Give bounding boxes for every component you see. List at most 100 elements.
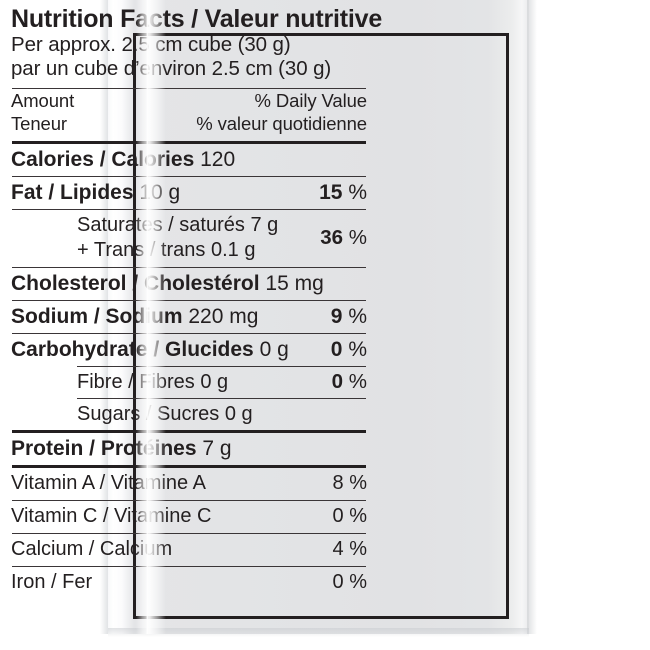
percent-symbol-fat: %: [348, 181, 367, 204]
nutrient-dv-calcium: 4 %: [333, 538, 367, 561]
column-header-english: Amount % Daily Value: [11, 89, 367, 112]
nutrient-label-fibre: Fibre / Fibres 0 g: [11, 370, 228, 394]
separator-below-carbohydrate: [77, 366, 366, 367]
nutrient-value-protein: 7 g: [202, 437, 232, 460]
nutrient-dv-value-fat: 15: [319, 181, 343, 204]
percent-symbol-calcium: %: [349, 538, 367, 560]
separator-below-fibre: [77, 398, 366, 399]
separator-below-cholesterol: [12, 300, 366, 301]
percent-symbol-carbohydrate: %: [348, 338, 367, 361]
separator-below-calcium: [12, 566, 366, 567]
percent-symbol-saturates-trans: %: [348, 226, 367, 249]
separator-below-protein: [12, 465, 366, 468]
nutrient-name-fat: Fat / Lipides: [11, 181, 134, 204]
nutrient-row-sugars: Sugars / Sucres 0 g: [11, 399, 367, 430]
nutrient-row-carbohydrate: Carbohydrate / Glucides 0 g 0 %: [11, 334, 367, 366]
nutrient-value-fat: 10 g: [139, 181, 181, 204]
nutrition-facts-title: Nutrition Facts / Valeur nutritive: [11, 5, 383, 33]
nutrition-facts-content: Nutrition Facts / Valeur nutritive Per a…: [11, 5, 383, 593]
column-header-french: Teneur % valeur quotidienne: [11, 112, 367, 135]
separator-below-vitamin-a: [12, 500, 366, 501]
column-header-dv-en: % Daily Value: [254, 90, 368, 111]
nutrient-dv-carbohydrate: 0 %: [331, 338, 367, 361]
nutrient-row-sodium: Sodium / Sodium 220 mg 9 %: [11, 301, 367, 333]
nutrient-name-sodium: Sodium / Sodium: [11, 305, 183, 328]
nutrient-row-calcium: Calcium / Calcium 4 %: [11, 534, 367, 566]
column-header-amount-fr: Teneur: [11, 113, 67, 134]
nutrient-label-calcium: Calcium / Calcium: [11, 538, 173, 560]
separator-below-fat: [12, 209, 366, 210]
nutrient-dv-value-vitamin-c: 0: [332, 505, 344, 527]
nutrient-name-saturates: Saturates / saturés: [77, 214, 245, 236]
nutrient-label-protein: Protein / Protéines 7 g: [11, 437, 232, 460]
serving-size-english: Per approx. 2.5 cm cube (30 g): [11, 33, 291, 56]
separator-below-vitamin-c: [12, 533, 366, 534]
nutrient-value-fibre: 0 g: [200, 371, 229, 393]
nutrient-dv-value-vitamin-a: 8: [332, 472, 344, 494]
nutrient-label-sodium: Sodium / Sodium 220 mg: [11, 305, 258, 328]
nutrient-value-sodium: 220 mg: [188, 305, 259, 328]
nutrient-name-cholesterol: Cholesterol / Cholestérol: [11, 272, 260, 295]
nutrient-row-fibre: Fibre / Fibres 0 g 0 %: [11, 367, 367, 398]
nutrient-dv-saturates-trans: 36 %: [320, 226, 367, 250]
nutrient-label-vitamin-a: Vitamin A / Vitamine A: [11, 472, 206, 494]
nutrient-dv-vitamin-c: 0 %: [333, 505, 367, 528]
nutrient-label-trans: + Trans / trans 0.1 g: [77, 238, 278, 263]
nutrient-dv-value-sodium: 9: [330, 305, 343, 328]
nutrient-value-sugars: 0 g: [224, 403, 253, 425]
nutrient-dv-fibre: 0 %: [332, 370, 367, 394]
nutrient-value-carbohydrate: 0 g: [259, 338, 289, 361]
nutrient-label-sugars: Sugars / Sucres 0 g: [11, 402, 253, 426]
percent-symbol-vitamin-a: %: [349, 472, 367, 494]
nutrient-name-protein: Protein / Protéines: [11, 437, 197, 460]
nutrient-value-saturates: 7 g: [250, 214, 279, 236]
nutrient-dv-iron: 0 %: [333, 571, 367, 594]
package-surface: [108, 0, 529, 634]
package-left-shadow: [100, 0, 110, 634]
nutrient-dv-value-saturates-trans: 36: [320, 226, 344, 249]
nutrition-facts-panel: [133, 33, 509, 619]
nutrient-label-iron: Iron / Fer: [11, 571, 93, 593]
nutrient-label-calories: Calories / Calories 120: [11, 148, 235, 171]
nutrient-value-calories: 120: [200, 148, 236, 171]
separator-below-calories: [12, 176, 366, 177]
nutrient-label-cholesterol: Cholesterol / Cholestérol 15 mg: [11, 272, 324, 295]
nutrient-row-cholesterol: Cholesterol / Cholestérol 15 mg: [11, 268, 367, 300]
column-header-amount-en: Amount: [11, 90, 75, 111]
package-bottom-shadow: [108, 628, 529, 637]
nutrient-name-trans: + Trans / trans: [77, 239, 206, 261]
nutrient-label-vitamin-c: Vitamin C / Vitamine C: [11, 505, 212, 527]
separator-above-protein: [12, 430, 366, 433]
percent-symbol-sodium: %: [348, 305, 367, 328]
nutrient-row-vitamin-a: Vitamin A / Vitamine A 8 %: [11, 468, 367, 500]
nutrient-name-sugars: Sugars / Sucres: [77, 403, 220, 425]
nutrient-dv-value-iron: 0: [332, 571, 344, 593]
nutrient-dv-value-calcium: 4: [332, 538, 344, 560]
percent-symbol-vitamin-c: %: [349, 505, 367, 527]
nutrient-label-saturates: Saturates / saturés 7 g: [77, 213, 278, 238]
nutrient-dv-fat: 15 %: [319, 181, 367, 204]
nutrient-label-fat: Fat / Lipides 10 g: [11, 181, 180, 204]
nutrient-dv-vitamin-a: 8 %: [333, 472, 367, 495]
nutrient-row-vitamin-c: Vitamin C / Vitamine C 0 %: [11, 501, 367, 533]
nutrient-row-fat: Fat / Lipides 10 g 15 %: [11, 177, 367, 209]
package-right-shadow: [527, 0, 537, 634]
percent-symbol-fibre: %: [348, 370, 367, 393]
nutrient-row-calories: Calories / Calories 120: [11, 144, 367, 176]
column-header-dv-fr: % valeur quotidienne: [196, 113, 367, 134]
nutrient-value-cholesterol: 15 mg: [265, 272, 324, 295]
nutrient-row-protein: Protein / Protéines 7 g: [11, 433, 367, 465]
percent-symbol-iron: %: [349, 571, 367, 593]
separator-below-sodium: [12, 333, 366, 334]
nutrient-name-fibre: Fibre / Fibres: [77, 371, 195, 393]
nutrient-name-calories: Calories / Calories: [11, 148, 195, 171]
nutrient-row-saturates-trans: Saturates / saturés 7 g + Trans / trans …: [11, 210, 367, 267]
saturates-trans-lines: Saturates / saturés 7 g + Trans / trans …: [11, 213, 278, 263]
serving-size-french: par un cube d’environ 2.5 cm (30 g): [11, 57, 332, 80]
nutrient-name-carbohydrate: Carbohydrate / Glucides: [11, 338, 254, 361]
separator-below-serving: [12, 88, 366, 89]
separator-above-calories: [12, 141, 366, 144]
nutrient-label-carbohydrate: Carbohydrate / Glucides 0 g: [11, 338, 289, 361]
separator-below-saturates: [12, 267, 366, 268]
